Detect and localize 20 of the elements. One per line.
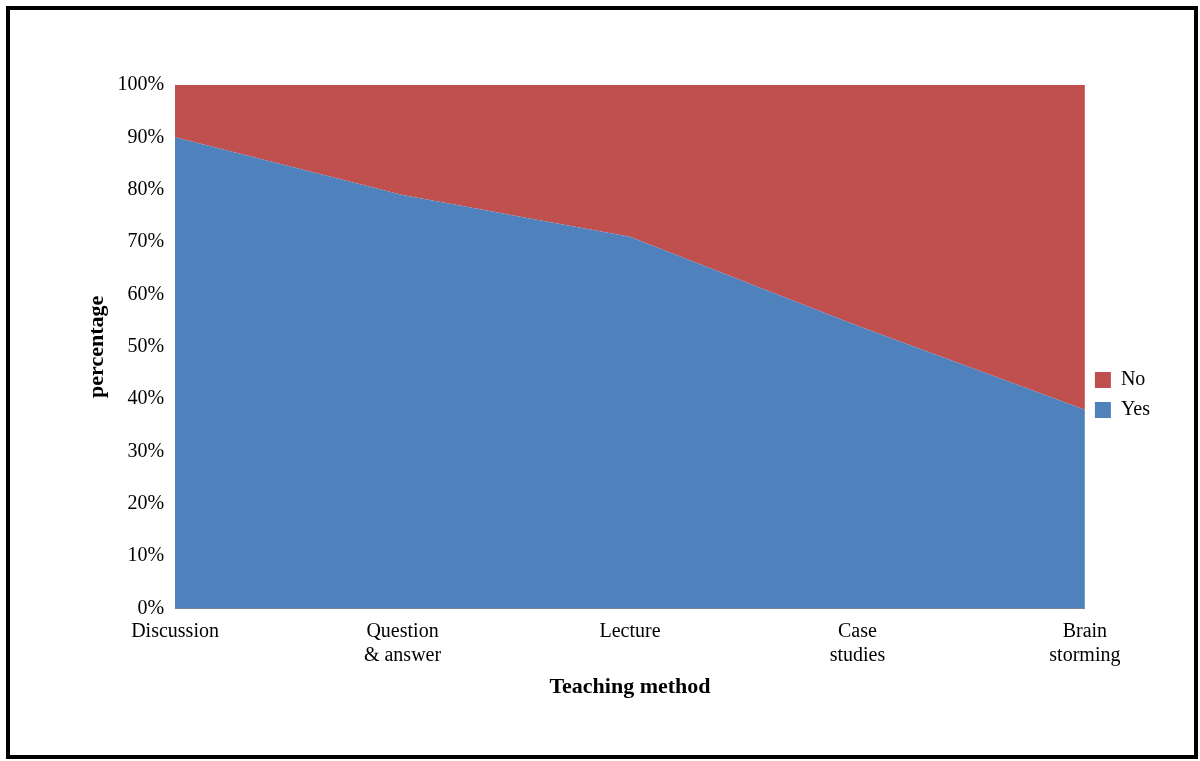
x-tick-label: Brain storming xyxy=(1049,618,1121,666)
x-tick-label: Lecture xyxy=(599,618,661,641)
y-tick-label: 20% xyxy=(127,491,165,514)
x-tick-label: Case studies xyxy=(829,618,886,665)
y-tick-label: 90% xyxy=(127,124,165,147)
y-tick-label: 50% xyxy=(127,334,165,357)
y-tick-label: 100% xyxy=(117,72,165,95)
y-tick-label: 30% xyxy=(127,438,165,461)
y-tick-label: 80% xyxy=(127,176,165,199)
y-axis-title: percentage xyxy=(82,295,108,398)
x-tick-label: Discussion xyxy=(131,618,219,641)
x-axis-title: Teaching method xyxy=(549,673,711,699)
y-tick-label: 0% xyxy=(137,595,165,618)
y-tick-label: 60% xyxy=(127,281,165,304)
legend-label: No xyxy=(1120,367,1146,390)
y-tick-label: 70% xyxy=(127,229,165,252)
y-tick-label: 40% xyxy=(127,386,165,409)
x-tick-label: Question & answer xyxy=(363,618,442,665)
legend-label: Yes xyxy=(1120,397,1151,420)
y-tick-label: 10% xyxy=(127,543,165,566)
